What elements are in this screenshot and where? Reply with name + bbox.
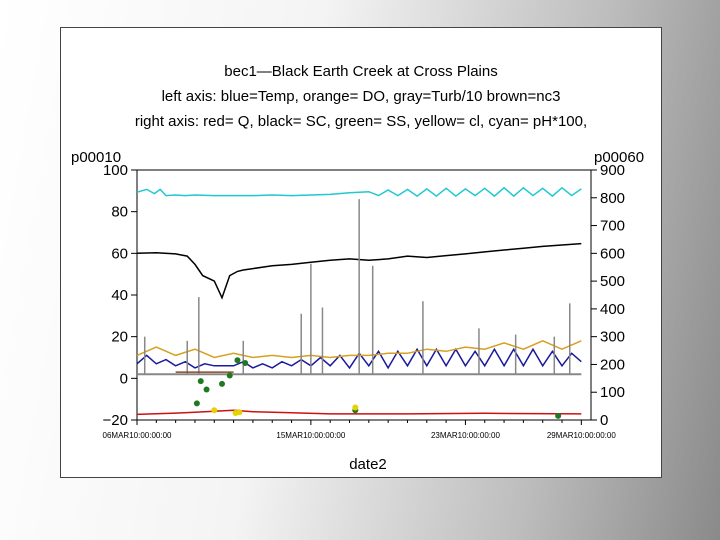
right-tick-label: 600 (600, 245, 625, 262)
series-point-ss (193, 400, 200, 407)
right-tick-label: 800 (600, 190, 625, 207)
left-tick-label: 60 (111, 245, 128, 262)
left-tick-label: 20 (111, 329, 128, 346)
left-tick-label: 100 (103, 162, 128, 179)
right-tick-label: 400 (600, 301, 625, 318)
chart-subtitle-right: right axis: red= Q, black= SC, green= SS… (135, 113, 587, 130)
series-point-ss (219, 380, 226, 387)
right-axis-label: p00060 (594, 149, 644, 166)
right-tick-label: 500 (600, 273, 625, 290)
left-tick-label: 0 (120, 370, 128, 387)
x-tick-label: 23MAR10:00:00:00 (431, 431, 500, 440)
right-tick-label: 0 (600, 412, 608, 429)
left-tick-label: 80 (111, 204, 128, 221)
series-line-q (136, 409, 582, 416)
chart-title: bec1—Black Earth Creek at Cross Plains (224, 63, 497, 80)
chart-subtitle-left: left axis: blue=Temp, orange= DO, gray=T… (162, 88, 561, 105)
right-tick-label: 900 (600, 162, 625, 179)
x-axis-label: date2 (349, 456, 387, 473)
x-tick-label: 15MAR10:00:00:00 (276, 431, 345, 440)
right-tick-label: 200 (600, 356, 625, 373)
right-tick-label: 700 (600, 218, 625, 235)
right-tick-label: 300 (600, 329, 625, 346)
x-tick-label: 29MAR10:00:00:00 (547, 431, 616, 440)
left-axis-label: p00010 (71, 149, 121, 166)
x-tick-label: 06MAR10:00:00:00 (103, 431, 172, 440)
series-point-ss (226, 372, 233, 379)
series-line-ph-100 (136, 186, 582, 198)
series-point-ss (197, 378, 204, 385)
series-point-cl (352, 404, 359, 411)
right-tick-label: 100 (600, 384, 625, 401)
series-point-ss (234, 357, 241, 364)
series-point-ss (203, 386, 210, 393)
ticks-layer: 100806040200−209008007006005004003002001… (103, 162, 626, 440)
left-tick-label: 40 (111, 287, 128, 304)
series-point-cl (211, 407, 218, 414)
series-point-ss (242, 360, 249, 367)
series-point-ss (555, 412, 562, 419)
series-point-cl (236, 409, 243, 416)
plot-area (136, 169, 592, 421)
chart-frame: bec1—Black Earth Creek at Cross Plains l… (60, 27, 662, 478)
series-layer (136, 186, 582, 419)
chart-svg: bec1—Black Earth Creek at Cross Plains l… (71, 63, 644, 473)
series-line-sc (136, 242, 582, 300)
left-tick-label: −20 (103, 412, 128, 429)
